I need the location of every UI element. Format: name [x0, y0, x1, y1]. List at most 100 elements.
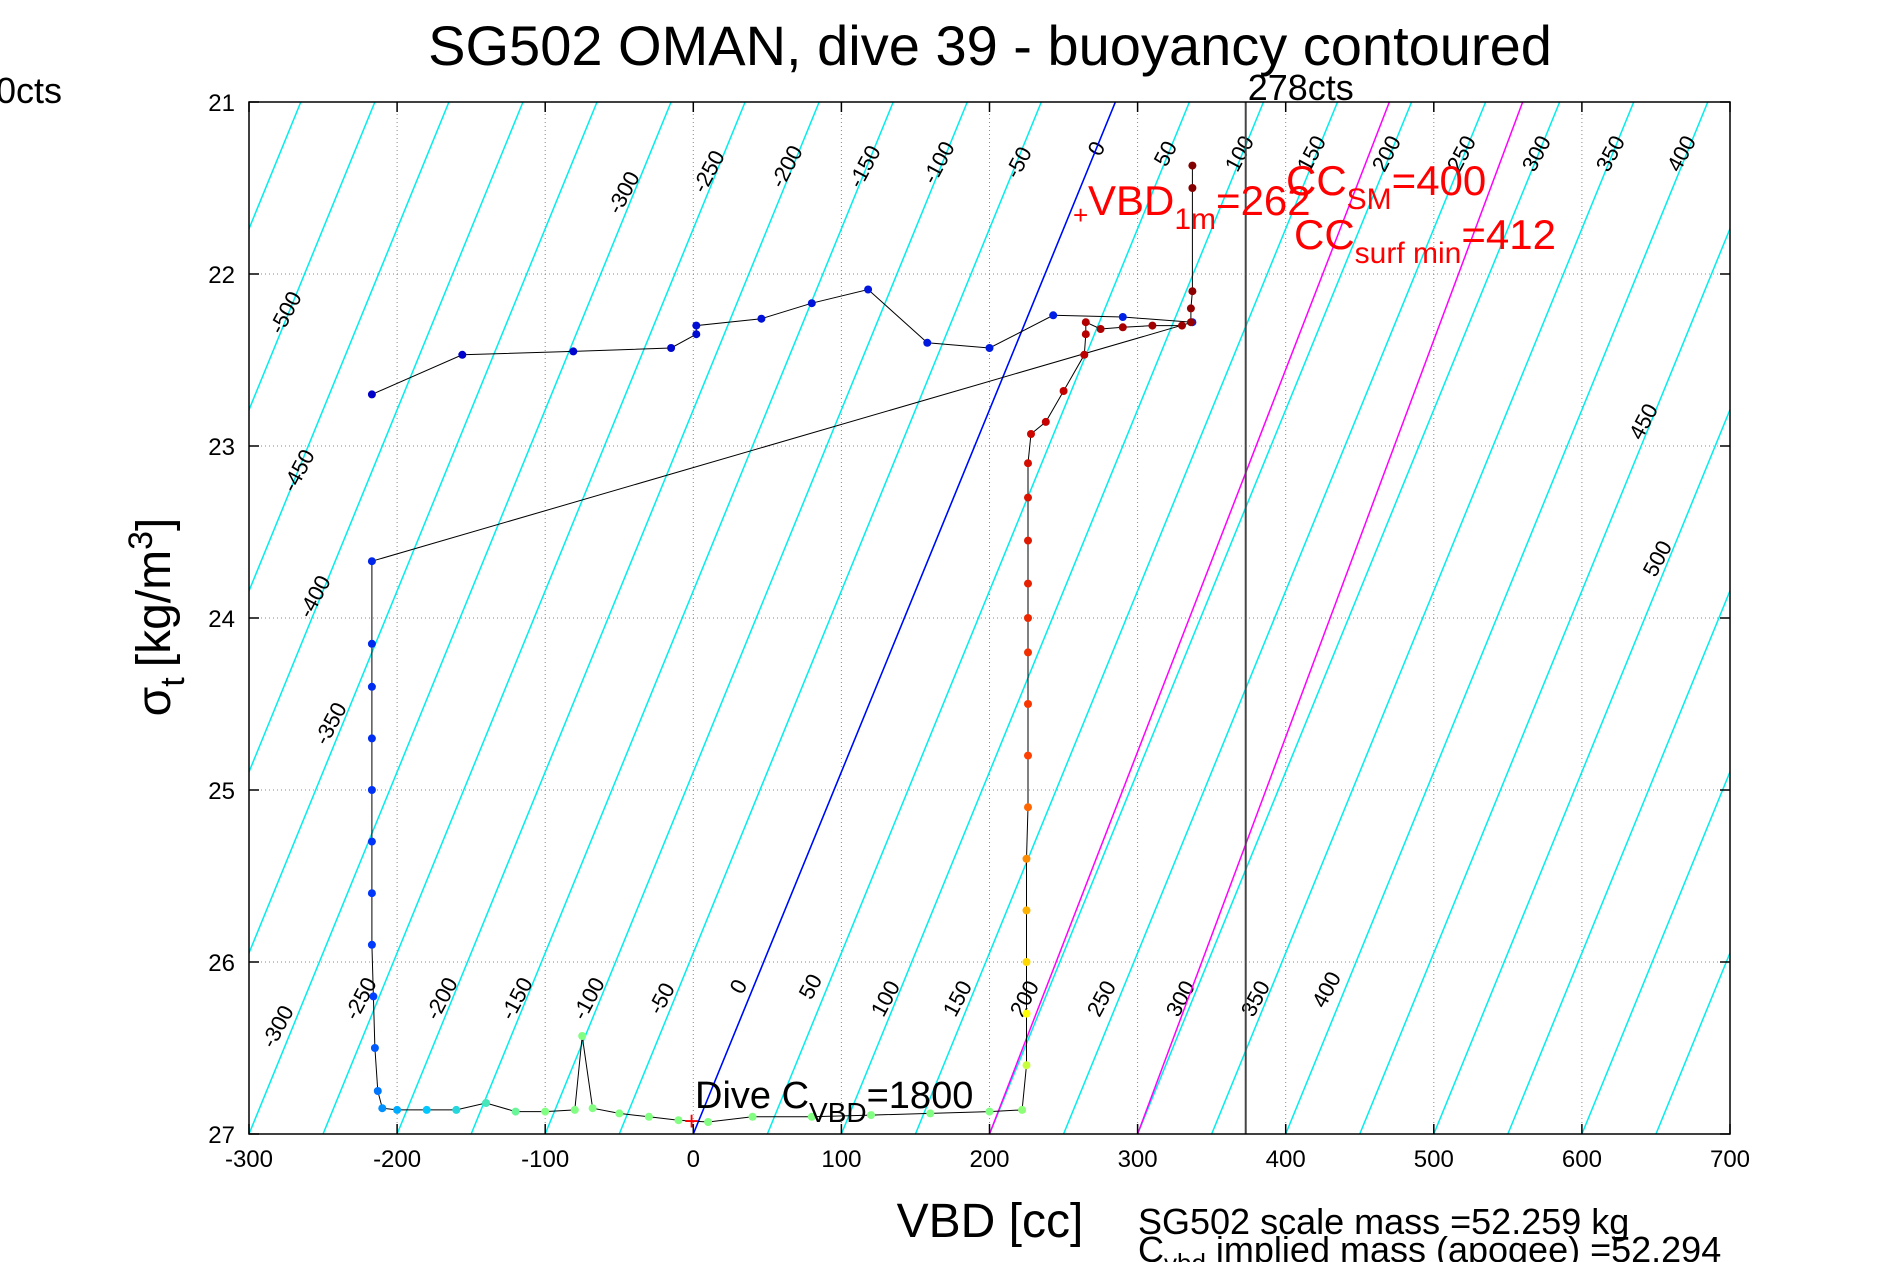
- scale-mass-text: SG502 scale mass =52.259 kg: [1138, 1201, 1629, 1242]
- data-point: [1027, 430, 1035, 438]
- buoyancy-contour-line: [1136, 102, 1561, 1134]
- vertical-line: 278cts: [1244, 67, 1354, 1134]
- data-point: [1096, 325, 1105, 333]
- dive-trace: [371, 165, 1193, 1123]
- contour-label: 400: [1662, 131, 1701, 175]
- contour-label: -400: [293, 571, 336, 622]
- data-point: [1024, 700, 1032, 708]
- buoyancy-contour-line: [914, 102, 1339, 1134]
- buoyancy-contour-line: [322, 102, 746, 1134]
- x-tick-label: -300: [225, 1146, 273, 1173]
- data-point: [644, 1112, 653, 1121]
- contour-label: -200: [420, 973, 463, 1024]
- data-point: [541, 1107, 550, 1116]
- data-point: [1024, 536, 1032, 545]
- data-point: [482, 1099, 490, 1107]
- data-point: [511, 1107, 520, 1116]
- data-point: [1081, 318, 1090, 327]
- contour-label: -50: [1000, 143, 1037, 183]
- x-tick-label: -200: [373, 1146, 421, 1173]
- data-point: [367, 639, 376, 648]
- data-point: [692, 321, 701, 330]
- contour-label: -50: [643, 979, 680, 1019]
- data-point: [1118, 313, 1127, 321]
- x-tick-label: 700: [1710, 1146, 1750, 1173]
- x-tick-label: -100: [521, 1146, 569, 1173]
- buoyancy-contour-line: [1729, 1132, 1730, 1134]
- contour-label: 250: [1082, 976, 1121, 1020]
- cc-surf-min-pre: CC: [1294, 211, 1355, 258]
- annotation-vbd-1m: + VBD1m=262: [1073, 177, 1311, 236]
- y-axis-label: σt [kg/m3]: [122, 518, 192, 717]
- vbd-1m-pre: VBD: [1088, 177, 1174, 224]
- contour-label: 0: [724, 975, 752, 998]
- contour-label: 400: [1307, 967, 1346, 1011]
- data-point: [588, 1104, 597, 1113]
- data-point: [1188, 161, 1197, 170]
- contour-label: 100: [1220, 131, 1259, 175]
- buoyancy-contour-line: [249, 102, 376, 412]
- marker-dive-cvbd: +: [684, 1106, 699, 1136]
- y-axis-label-units: [kg/m: [128, 550, 181, 667]
- y-tick-label: 25: [208, 778, 235, 805]
- buoyancy-contour-line: [1655, 950, 1730, 1134]
- data-point: [1022, 958, 1031, 966]
- data-point: [1024, 751, 1032, 760]
- reference-line-cc_surf_min: [1136, 102, 1524, 1134]
- cc-surf-min-text: CCsurf min=412: [1294, 211, 1556, 270]
- data-point: [1148, 321, 1157, 330]
- contour-label: -350: [309, 698, 352, 749]
- buoyancy-contour-line: [396, 102, 820, 1134]
- data-point: [757, 314, 766, 323]
- dive-cvbd-pre: Dive C: [695, 1075, 809, 1117]
- data-point: [748, 1112, 757, 1121]
- buoyancy-contour-line: [840, 102, 1265, 1134]
- vbd-1m-sub: 1m: [1174, 203, 1216, 236]
- cc-surf-min-post: =412: [1461, 211, 1556, 258]
- data-point: [1024, 614, 1032, 622]
- buoyancy-contour-line: [1433, 407, 1730, 1134]
- contour-label: 300: [1517, 131, 1556, 175]
- data-point: [864, 285, 873, 294]
- x-tick-label: 600: [1562, 1146, 1602, 1173]
- data-point: [1081, 330, 1090, 339]
- y-tick-label: 22: [208, 262, 235, 289]
- data-point: [1188, 287, 1197, 296]
- data-point: [578, 1032, 587, 1040]
- x-tick-label: 100: [821, 1146, 861, 1173]
- contour-label: -100: [917, 137, 960, 188]
- buoyancy-contour-line: [1210, 102, 1635, 1134]
- buoyancy-contour-line: [249, 102, 524, 774]
- buoyancy-contour-line: [1507, 588, 1730, 1134]
- data-point: [1080, 350, 1089, 359]
- data-point: [1049, 311, 1058, 320]
- implied-mass-pre: C: [1138, 1229, 1164, 1262]
- data-point: [367, 889, 376, 898]
- data-point: [1059, 387, 1068, 395]
- data-point: [367, 786, 376, 794]
- data-point: [692, 330, 701, 339]
- left-edge-label: 0cts: [0, 70, 62, 111]
- data-point: [674, 1116, 683, 1125]
- data-point: [367, 390, 376, 399]
- data-point: [452, 1105, 461, 1114]
- data-point: [378, 1104, 387, 1113]
- buoyancy-contour-line: [1285, 102, 1709, 1134]
- contour-label: -200: [765, 141, 808, 192]
- data-point: [569, 347, 578, 356]
- data-point: [1024, 459, 1032, 468]
- contour-label: -450: [277, 445, 320, 496]
- buoyancy-contour-line: [249, 102, 450, 593]
- contour-label: -150: [843, 141, 886, 192]
- y-tick-label: 26: [208, 950, 235, 977]
- x-tick-label: 400: [1266, 1146, 1306, 1173]
- data-point: [926, 1109, 935, 1118]
- contour-label: -100: [567, 973, 610, 1024]
- data-point: [367, 734, 376, 743]
- x-tick-label: 200: [969, 1146, 1009, 1173]
- vbd-1m-text: VBD1m=262: [1088, 177, 1311, 236]
- data-point: [985, 344, 994, 352]
- implied-mass-sub: vbd: [1164, 1248, 1206, 1262]
- reference-lines: [692, 102, 1524, 1134]
